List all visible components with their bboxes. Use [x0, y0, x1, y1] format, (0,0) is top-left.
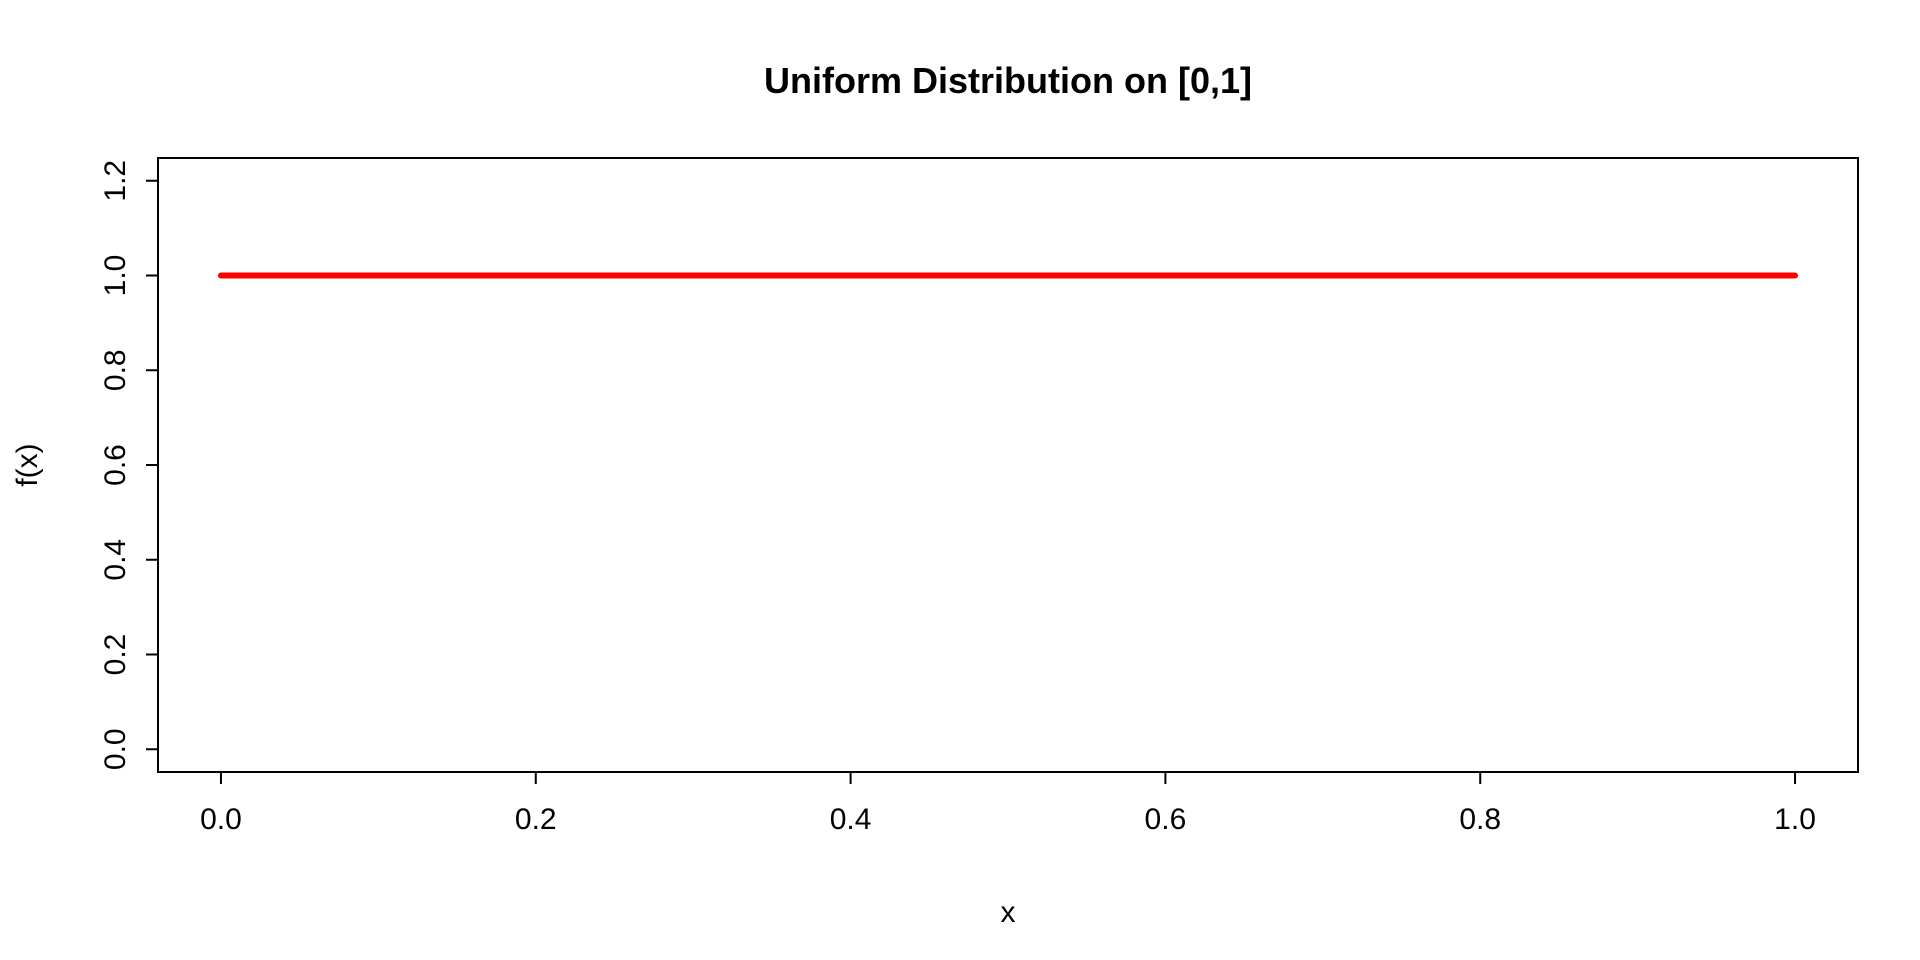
chart-title: Uniform Distribution on [0,1] [764, 60, 1252, 101]
y-tick-label: 0.0 [99, 728, 132, 770]
x-tick-label: 0.4 [830, 803, 872, 836]
y-tick-label: 0.4 [99, 539, 132, 581]
x-axis-label: x [1001, 896, 1016, 929]
y-tick-label: 0.2 [99, 634, 132, 676]
y-axis-label: f(x) [11, 443, 44, 486]
y-tick-label: 1.0 [99, 255, 132, 297]
x-axis: 0.0 0.2 0.4 0.6 0.8 1.0 [200, 771, 1816, 836]
x-tick-label: 0.6 [1145, 803, 1187, 836]
y-axis: 0.0 0.2 0.4 0.6 0.8 1.0 1.2 [99, 160, 159, 770]
y-tick-label: 0.8 [99, 349, 132, 391]
x-tick-label: 0.0 [200, 803, 242, 836]
x-tick-label: 0.2 [515, 803, 557, 836]
y-tick-label: 1.2 [99, 160, 132, 202]
y-tick-label: 0.6 [99, 444, 132, 486]
x-tick-label: 0.8 [1459, 803, 1501, 836]
x-tick-label: 1.0 [1774, 803, 1816, 836]
